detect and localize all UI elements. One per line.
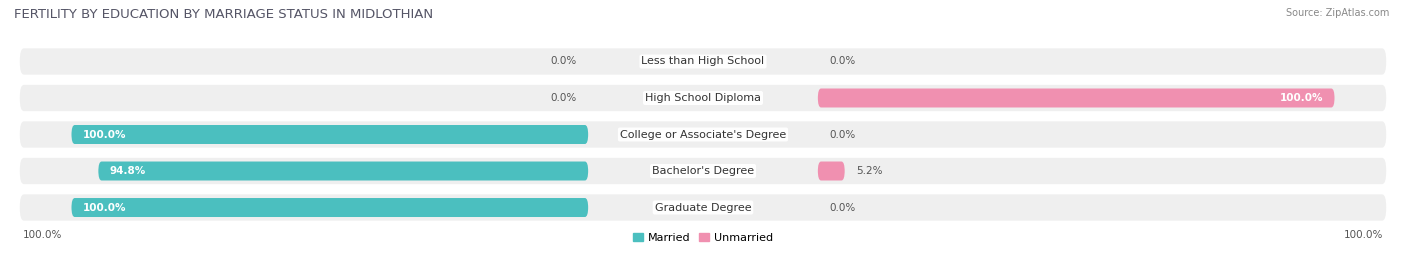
FancyBboxPatch shape bbox=[20, 48, 1386, 75]
Text: FERTILITY BY EDUCATION BY MARRIAGE STATUS IN MIDLOTHIAN: FERTILITY BY EDUCATION BY MARRIAGE STATU… bbox=[14, 8, 433, 21]
FancyBboxPatch shape bbox=[72, 125, 588, 144]
Text: 5.2%: 5.2% bbox=[856, 166, 883, 176]
Text: Less than High School: Less than High School bbox=[641, 56, 765, 66]
FancyBboxPatch shape bbox=[20, 194, 1386, 221]
Text: 0.0%: 0.0% bbox=[550, 56, 576, 66]
Text: Source: ZipAtlas.com: Source: ZipAtlas.com bbox=[1285, 8, 1389, 18]
Text: 0.0%: 0.0% bbox=[830, 129, 856, 140]
Text: 100.0%: 100.0% bbox=[83, 129, 127, 140]
Text: 0.0%: 0.0% bbox=[830, 203, 856, 213]
Text: High School Diploma: High School Diploma bbox=[645, 93, 761, 103]
FancyBboxPatch shape bbox=[20, 85, 1386, 111]
Text: Graduate Degree: Graduate Degree bbox=[655, 203, 751, 213]
Text: 94.8%: 94.8% bbox=[110, 166, 146, 176]
FancyBboxPatch shape bbox=[20, 121, 1386, 148]
Legend: Married, Unmarried: Married, Unmarried bbox=[628, 229, 778, 247]
Text: College or Associate's Degree: College or Associate's Degree bbox=[620, 129, 786, 140]
FancyBboxPatch shape bbox=[818, 161, 845, 180]
FancyBboxPatch shape bbox=[98, 161, 588, 180]
FancyBboxPatch shape bbox=[72, 198, 588, 217]
Text: 0.0%: 0.0% bbox=[830, 56, 856, 66]
FancyBboxPatch shape bbox=[20, 158, 1386, 184]
Text: 100.0%: 100.0% bbox=[83, 203, 127, 213]
Text: Bachelor's Degree: Bachelor's Degree bbox=[652, 166, 754, 176]
Text: 100.0%: 100.0% bbox=[24, 230, 63, 240]
Text: 0.0%: 0.0% bbox=[550, 93, 576, 103]
FancyBboxPatch shape bbox=[818, 89, 1334, 108]
Text: 100.0%: 100.0% bbox=[1279, 93, 1323, 103]
Text: 100.0%: 100.0% bbox=[1343, 230, 1382, 240]
